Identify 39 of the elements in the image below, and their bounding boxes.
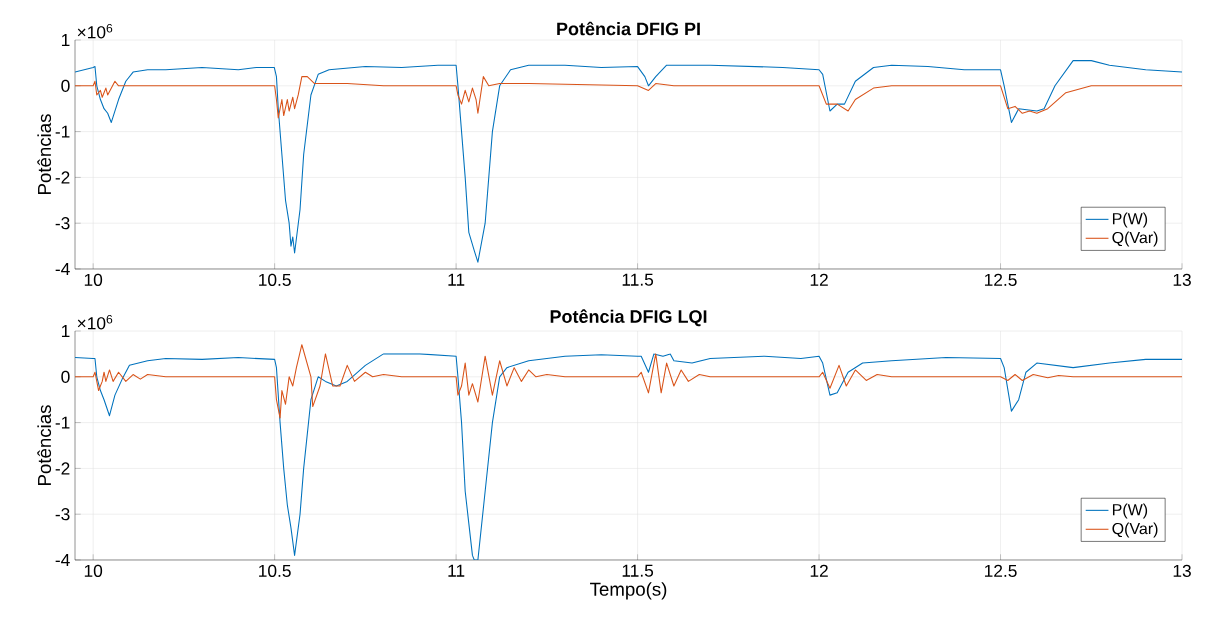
y-tick-label: -2: [55, 171, 70, 184]
legend-label: Q(Var): [1112, 522, 1158, 538]
x-tick-label: 12: [810, 273, 828, 286]
x-tick-label: 12.5: [984, 273, 1017, 286]
line-series: [75, 344, 1183, 419]
y-tick-label: -1: [55, 416, 70, 429]
chart-title: Potência DFIG LQI: [550, 309, 707, 327]
x-tick-label: 13: [1173, 564, 1191, 577]
y-tick-label: 0: [61, 370, 70, 383]
x-tick-label: 11: [448, 273, 465, 286]
chart-title: Potência DFIG PI: [557, 21, 700, 36]
y-tick-label: 1: [61, 325, 70, 337]
y-axis-title: Potências: [37, 114, 52, 194]
x-axis-title: Tempo(s): [590, 582, 667, 600]
y-tick-label: -4: [55, 263, 70, 275]
x-tick-label: 11.5: [622, 564, 654, 577]
legend-label: Q(Var): [1112, 231, 1158, 247]
x-tick-label: 11.5: [622, 273, 654, 286]
legend-label: P(W): [1112, 212, 1148, 228]
y-tick-label: -3: [55, 217, 70, 230]
x-tick-label: 10.5: [259, 273, 291, 286]
x-tick-label: 10.5: [259, 564, 291, 577]
x-tick-label: 10: [84, 273, 103, 286]
y-tick-label: 1: [61, 34, 70, 46]
x-tick-label: 13: [1173, 273, 1191, 286]
x-tick-label: 10: [84, 564, 103, 577]
y-tick-label: -4: [55, 554, 70, 566]
y-tick-label: -3: [55, 508, 70, 521]
text: ×10$^{6}$: [77, 23, 113, 39]
x-tick-label: 12.5: [984, 564, 1017, 577]
x-tick-label: 11: [448, 564, 465, 577]
y-tick-label: -1: [55, 125, 70, 138]
text: ×10$^{6}$: [77, 314, 113, 330]
y-tick-label: -2: [55, 462, 70, 475]
legend-label: P(W): [1112, 503, 1148, 519]
x-tick-label: 12: [810, 564, 828, 577]
y-tick-label: 0: [61, 79, 70, 92]
y-axis-title: Potências: [37, 405, 52, 485]
line-series: [75, 60, 1183, 263]
